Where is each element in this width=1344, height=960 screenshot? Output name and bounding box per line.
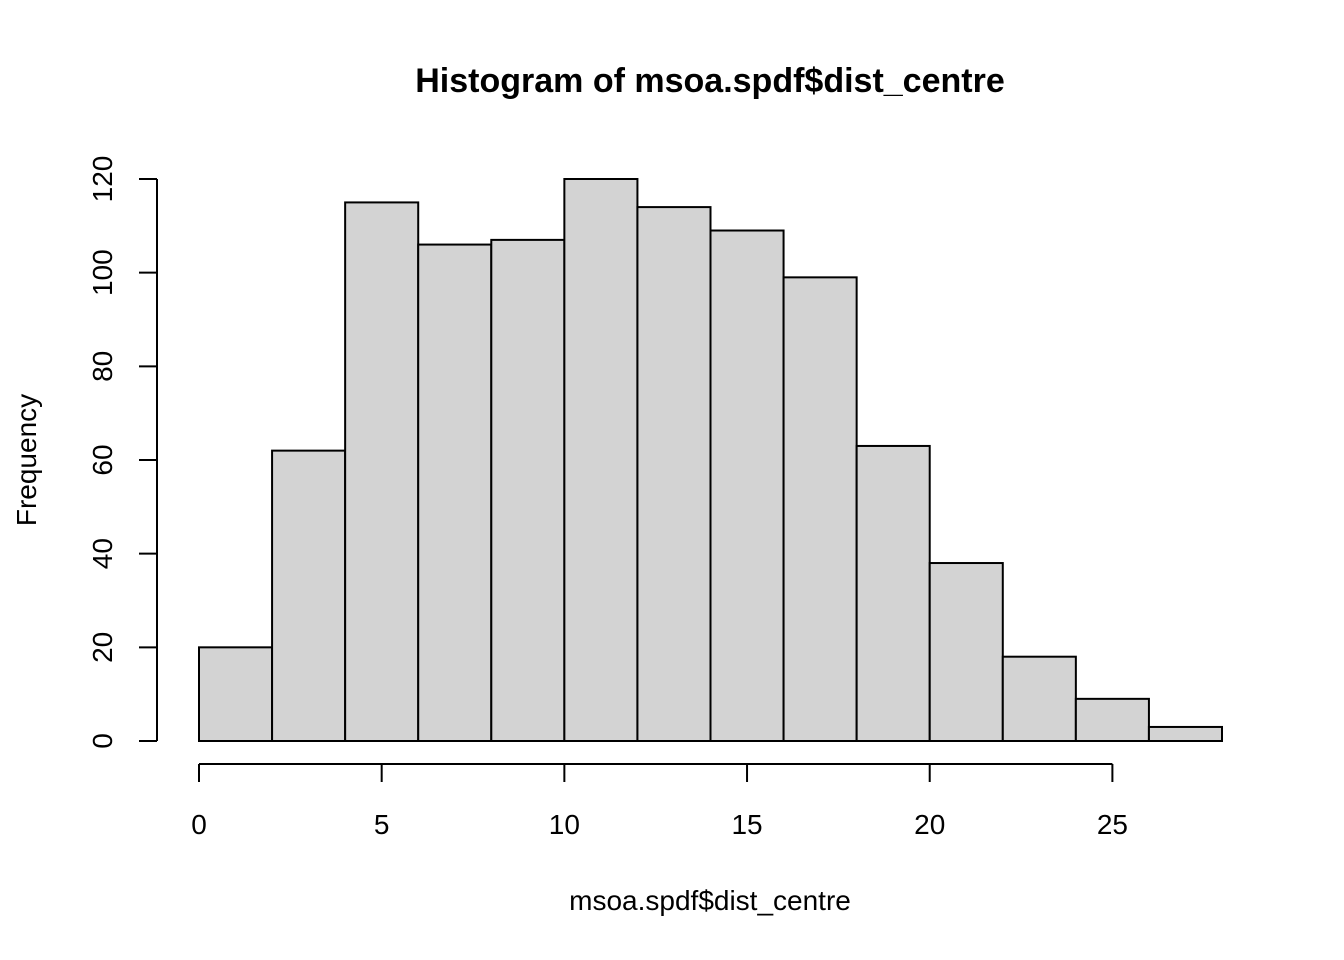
x-axis: 0 5 10 15 20 25 [191,763,1128,840]
histogram-bar [928,562,1004,742]
x-tick-label: 0 [191,809,207,840]
x-tick-label: 5 [374,809,390,840]
y-tick-label: 0 [87,733,118,749]
histogram-bar [417,243,493,742]
histogram-bar [709,229,785,742]
histogram-bar [1074,697,1150,742]
y-tick-label: 100 [87,249,118,296]
histogram-bar [344,201,420,742]
histogram-bar [636,206,712,743]
chart-title: Histogram of msoa.spdf$dist_centre [415,62,1004,100]
x-tick-label: 15 [731,809,762,840]
y-tick-label: 20 [87,632,118,663]
histogram-bar [782,276,858,742]
histogram-bar [1147,725,1224,743]
histogram-bar [271,449,347,742]
y-axis: 0 20 40 60 80 100 120 [87,156,158,749]
y-axis-label: Frequency [11,394,42,526]
histogram-bar [1001,655,1077,743]
x-axis-label: msoa.spdf$dist_centre [569,885,851,916]
histogram-bar [198,646,274,742]
histogram-bar [855,444,931,742]
y-tick-label: 40 [87,538,118,569]
y-tick-label: 120 [87,156,118,203]
y-tick-label: 60 [87,444,118,475]
bars-group [198,178,1224,743]
y-tick-label: 80 [87,351,118,382]
histogram-bar [490,238,566,742]
histogram-bar [563,178,639,742]
x-tick-label: 20 [914,809,945,840]
x-tick-label: 25 [1097,809,1128,840]
x-tick-label: 10 [549,809,580,840]
